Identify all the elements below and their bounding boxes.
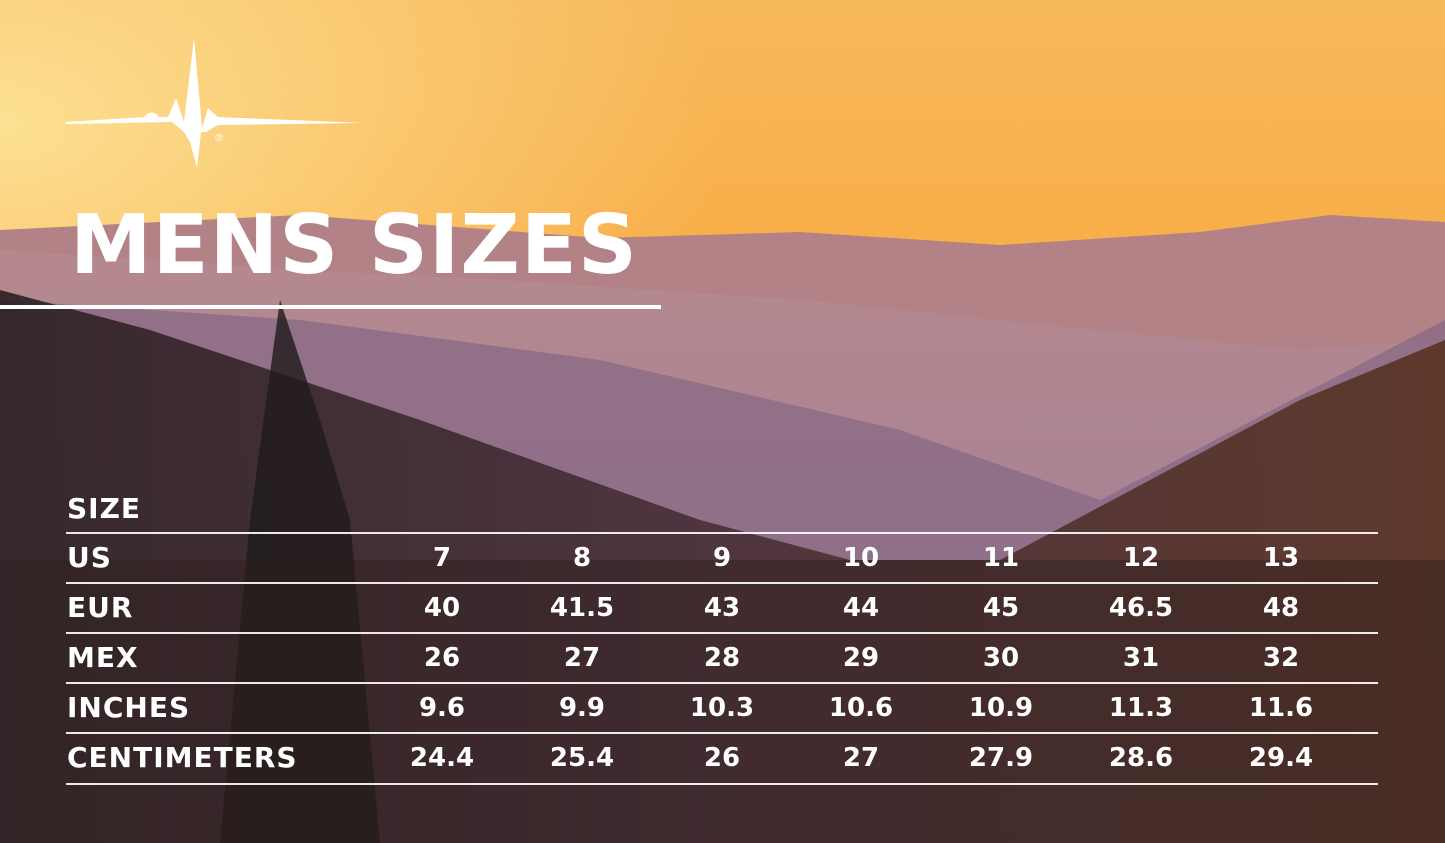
size-cell: 13 (1262, 543, 1300, 573)
row-label: MEX (67, 641, 139, 674)
size-cell: 29.4 (1248, 743, 1314, 773)
size-cell: 7 (432, 543, 452, 573)
size-table-header: SIZE (67, 492, 142, 525)
size-cell: 25.4 (549, 743, 615, 773)
size-cell: 46.5 (1108, 593, 1174, 623)
size-cell: 28 (703, 643, 741, 673)
size-cell: 28.6 (1108, 743, 1174, 773)
size-cell: 9 (712, 543, 732, 573)
size-cell: 31 (1122, 643, 1160, 673)
page-title: MENS SIZES (70, 198, 638, 293)
size-cell: 11 (982, 543, 1020, 573)
size-cell: 10.6 (828, 693, 894, 723)
size-cell: 9.6 (418, 693, 466, 723)
heartbeat-logo-icon: ® (66, 38, 364, 168)
size-cell: 12 (1122, 543, 1160, 573)
size-cell: 24.4 (409, 743, 475, 773)
size-cell: 27 (842, 743, 880, 773)
size-cell: 41.5 (549, 593, 615, 623)
row-label: US (67, 541, 112, 574)
size-row-eur: EUR 40 41.5 43 44 45 46.5 48 (66, 582, 1378, 632)
row-label: CENTIMETERS (67, 741, 298, 774)
size-cell: 26 (703, 743, 741, 773)
size-cell: 8 (572, 543, 592, 573)
size-cell: 27 (563, 643, 601, 673)
size-cell: 44 (842, 593, 880, 623)
size-cell: 11.3 (1108, 693, 1174, 723)
registered-mark: ® (214, 133, 224, 144)
size-row-us: US 7 8 9 10 11 12 13 (66, 532, 1378, 582)
size-cell: 32 (1262, 643, 1300, 673)
title-underline (0, 305, 661, 309)
size-cell: 9.9 (558, 693, 606, 723)
size-cell: 10.3 (689, 693, 755, 723)
size-row-centimeters: CENTIMETERS 24.4 25.4 26 27 27.9 28.6 29.4 (66, 732, 1378, 785)
size-cell: 29 (842, 643, 880, 673)
size-cell: 10.9 (968, 693, 1034, 723)
size-cell: 43 (703, 593, 741, 623)
size-cell: 26 (423, 643, 461, 673)
size-cell: 40 (423, 593, 461, 623)
size-cell: 11.6 (1248, 693, 1314, 723)
row-label: INCHES (67, 691, 191, 724)
size-row-inches: INCHES 9.6 9.9 10.3 10.6 10.9 11.3 11.6 (66, 682, 1378, 732)
size-cell: 10 (842, 543, 880, 573)
size-table: US 7 8 9 10 11 12 13 EUR 40 41.5 43 44 45 46.5 48 MEX 26 2… (66, 532, 1378, 785)
row-label: EUR (67, 591, 134, 624)
size-cell: 48 (1262, 593, 1300, 623)
size-cell: 30 (982, 643, 1020, 673)
size-cell: 27.9 (968, 743, 1034, 773)
size-cell: 45 (982, 593, 1020, 623)
size-row-mex: MEX 26 27 28 29 30 31 32 (66, 632, 1378, 682)
